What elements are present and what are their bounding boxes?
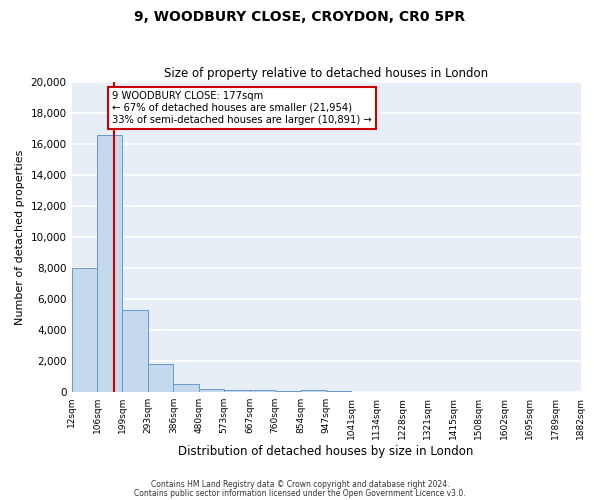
Bar (122, 310, 148, 392)
Text: Contains HM Land Registry data © Crown copyright and database right 2024.: Contains HM Land Registry data © Crown c… (151, 480, 449, 489)
X-axis label: Distribution of detached houses by size in London: Distribution of detached houses by size … (178, 444, 474, 458)
Bar (224, 390, 250, 392)
Text: 9, WOODBURY CLOSE, CROYDON, CR0 5PR: 9, WOODBURY CLOSE, CROYDON, CR0 5PR (134, 10, 466, 24)
Bar (148, 364, 173, 392)
Title: Size of property relative to detached houses in London: Size of property relative to detached ho… (164, 66, 488, 80)
Text: 9 WOODBURY CLOSE: 177sqm
← 67% of detached houses are smaller (21,954)
33% of se: 9 WOODBURY CLOSE: 177sqm ← 67% of detach… (112, 92, 372, 124)
Bar (275, 391, 301, 392)
Y-axis label: Number of detached properties: Number of detached properties (15, 150, 25, 324)
Bar (301, 390, 326, 392)
Text: Contains public sector information licensed under the Open Government Licence v3: Contains public sector information licen… (134, 489, 466, 498)
Bar (173, 384, 199, 392)
Bar (71, 268, 97, 392)
Bar (326, 391, 352, 392)
Bar (250, 390, 275, 392)
Bar (199, 389, 224, 392)
Bar (97, 134, 122, 392)
